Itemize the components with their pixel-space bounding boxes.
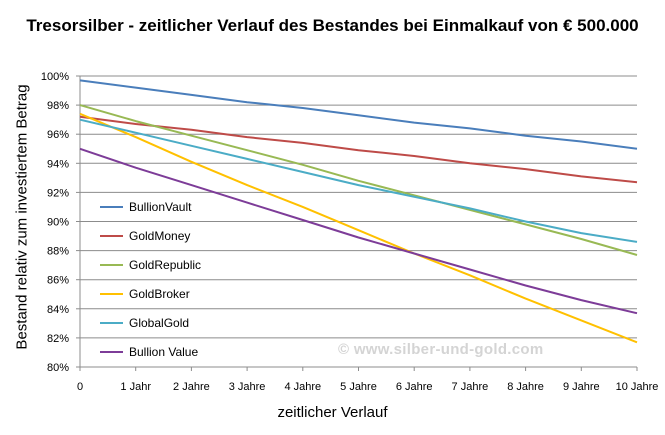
x-axis-label: zeitlicher Verlauf [277,404,388,421]
x-tick-label: 0 [77,381,83,393]
legend-label: GoldMoney [129,229,190,243]
series-line-globalgold [79,118,638,243]
legend: BullionVault GoldMoney GoldRepublic GoldBro… [100,200,201,359]
legend-label: GlobalGold [129,316,189,330]
x-tick-label: 9 Jahre [563,381,600,393]
x-tick-label: 2 Jahre [173,381,210,393]
y-tick-label: 90% [47,217,69,229]
series-line-goldmoney [79,115,638,184]
y-tick-label: 92% [47,187,69,199]
y-tick-label: 94% [47,158,69,170]
y-tick-label: 88% [47,246,69,258]
x-tick-label: 4 Jahre [284,381,321,393]
series-lines [79,79,638,344]
x-tick-label: 5 Jahre [340,381,377,393]
x-tick-label: 3 Jahre [229,381,266,393]
y-axis-label: Bestand relativ zum investiertem Betrag [13,84,31,350]
x-tick-label: 8 Jahre [507,381,544,393]
y-tick-label: 84% [47,304,69,316]
chart-title: Tresorsilber - zeitlicher Verlauf des Be… [26,16,639,35]
legend-label: Bullion Value [129,345,198,359]
x-tick-label: 10 Jahre [616,381,659,393]
series-line-bullion-value [79,147,638,315]
y-tick-label: 98% [47,100,69,112]
y-tick-label: 80% [47,362,69,374]
y-tick-label: 100% [41,71,69,83]
legend-label: BullionVault [129,200,192,214]
y-tick-label: 82% [47,333,69,345]
series-line-goldbroker [79,112,638,344]
y-tick-label: 96% [47,129,69,141]
x-tick-label: 1 Jahr [120,381,151,393]
x-tick-label: 6 Jahre [396,381,433,393]
x-tick-label: 7 Jahre [452,381,489,393]
series-line-bullionvault [79,79,638,150]
y-tick-label: 86% [47,275,69,287]
legend-label: GoldRepublic [129,258,201,272]
watermark: © www.silber-und-gold.com [338,341,544,358]
axes: 80% 82% 84% 86% 88% 90% 92% 94% 96% 98% 100% 0 1 Jah… [41,71,659,393]
legend-label: GoldBroker [129,287,190,301]
series-line-goldrepublic [79,104,638,256]
